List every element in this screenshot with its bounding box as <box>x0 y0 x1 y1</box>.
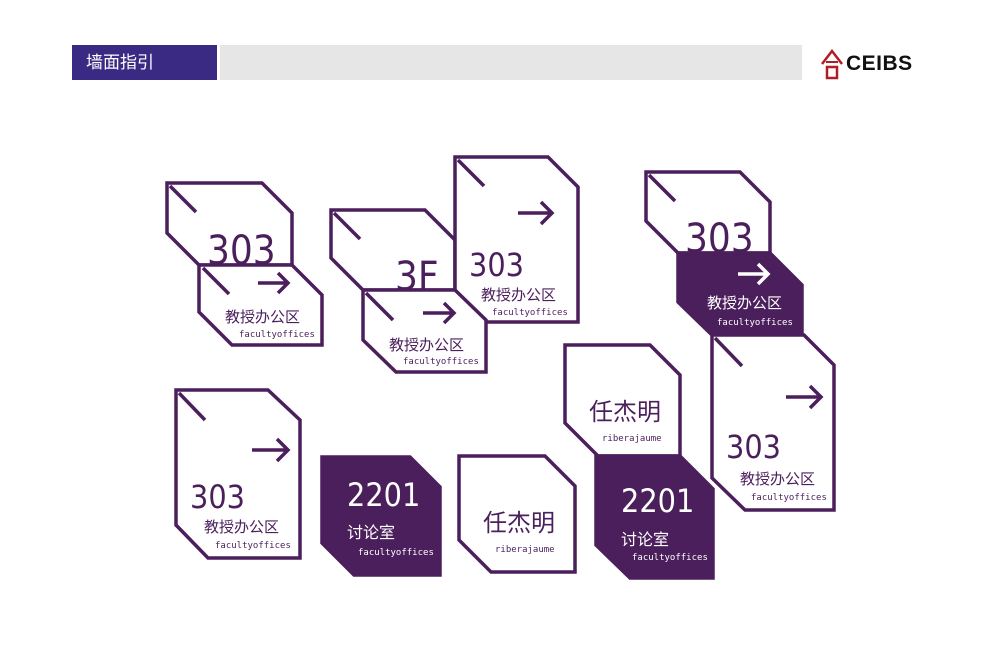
ceibs-roof-icon <box>821 48 843 80</box>
room-number: 303 <box>469 246 524 284</box>
sign-2201-dark: 2201 讨论室 facultyoffices <box>594 454 715 580</box>
logo-text: CEIBS <box>846 52 913 75</box>
label-cn: 教授办公区 <box>740 471 815 488</box>
corner-slash <box>332 211 362 241</box>
corner-slash <box>713 336 744 368</box>
name-en: riberajaume <box>495 545 555 555</box>
arrow-right-icon <box>258 271 291 295</box>
label-en: facultyoffices <box>358 548 434 558</box>
label-cn: 教授办公区 <box>204 519 279 536</box>
sign-office-direction: 教授办公区 facultyoffices <box>361 288 488 374</box>
ceibs-logo: CEIBS <box>820 47 913 81</box>
arrow-right-icon <box>423 301 457 325</box>
arrow-right-icon <box>518 200 555 226</box>
label-en: facultyoffices <box>239 330 315 340</box>
label-cn: 教授办公区 <box>481 287 556 304</box>
arrow-right-icon <box>252 437 291 463</box>
corner-slash <box>647 173 677 203</box>
arrow-right-icon <box>786 384 824 410</box>
header-bar <box>220 45 802 80</box>
sign-2201-dark: 2201 讨论室 facultyoffices <box>320 455 442 577</box>
corner-slash <box>456 158 486 188</box>
corner-slash <box>177 391 207 422</box>
room-number: 303 <box>190 478 245 516</box>
label-en: facultyoffices <box>751 493 827 503</box>
sign-3f-top: 3F <box>329 208 457 300</box>
corner-slash <box>364 291 395 322</box>
room-number: 2201 <box>347 476 420 514</box>
label-en: facultyoffices <box>717 318 793 328</box>
name-en: riberajaume <box>602 434 662 444</box>
arrow-right-icon <box>738 262 771 286</box>
sign-name-plate: 任杰明 riberajaume <box>457 454 577 574</box>
label-en: facultyoffices <box>403 357 479 367</box>
name-cn: 任杰明 <box>589 399 661 426</box>
label-cn: 教授办公区 <box>225 309 300 326</box>
sign-office-direction: 教授办公区 facultyoffices <box>197 263 324 347</box>
label-cn: 讨论室 <box>621 531 669 549</box>
label-en: facultyoffices <box>492 308 568 318</box>
sign-303-tall: 303 教授办公区 facultyoffices <box>710 333 836 512</box>
sign-303-top: 303 <box>165 181 294 274</box>
sign-303-tall: 303 教授办公区 facultyoffices <box>174 388 302 560</box>
sign-303-tall: 303 教授办公区 facultyoffices <box>453 155 580 324</box>
sign-name-plate: 任杰明 riberajaume <box>563 343 682 458</box>
name-cn: 任杰明 <box>483 510 555 537</box>
corner-slash <box>168 184 198 214</box>
label-en: facultyoffices <box>632 553 708 563</box>
label-cn: 教授办公区 <box>707 295 782 312</box>
sign-office-direction-dark: 教授办公区 facultyoffices <box>676 251 804 337</box>
corner-slash <box>201 266 231 296</box>
label-cn: 教授办公区 <box>389 337 464 354</box>
label-cn: 讨论室 <box>347 524 395 542</box>
room-number: 303 <box>726 428 781 466</box>
sign-303-top: 303 <box>644 170 772 262</box>
label-en: facultyoffices <box>215 541 291 551</box>
room-number: 2201 <box>621 482 694 520</box>
section-title: 墙面指引 <box>72 45 217 80</box>
